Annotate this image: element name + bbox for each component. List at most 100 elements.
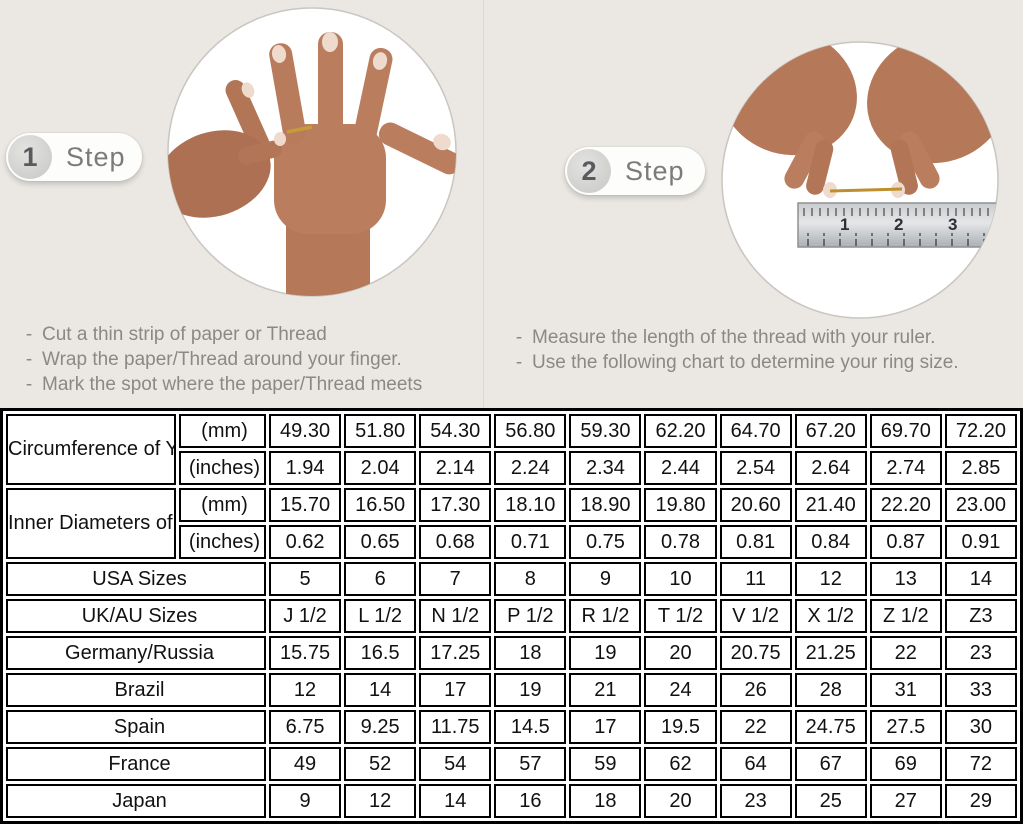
- step2-badge: 2 Step: [565, 147, 705, 195]
- value-cell: 20.75: [719, 636, 792, 670]
- value-cell: 69: [869, 747, 942, 781]
- value-cell: 67: [794, 747, 867, 781]
- value-cell: 2.04: [344, 451, 417, 485]
- value-cell: 2.64: [794, 451, 867, 485]
- table-row: (inches) 0.62 0.65 0.68 0.71 0.75 0.78 0.81 0.84…: [6, 525, 1017, 559]
- hand-with-thread-illustration: [167, 7, 457, 297]
- value-cell: 51.80: [344, 414, 417, 448]
- value-cell: 20: [644, 636, 717, 670]
- value-cell: 24: [644, 673, 717, 707]
- value-cell: 12: [344, 784, 417, 818]
- instructions-section: 1 2 3 1 Step 2 Step - Cut a thin strip of…: [0, 0, 1023, 408]
- table-row: Germany/Russia 15.75 16.5 17.25 18 19 20 20.75 2…: [6, 636, 1017, 670]
- step2-label: Step: [625, 155, 685, 186]
- value-cell: 6.75: [269, 710, 342, 744]
- value-cell: 21.40: [794, 488, 867, 522]
- value-cell: 29: [944, 784, 1017, 818]
- row-label-germany-russia: Germany/Russia: [6, 636, 266, 670]
- instruction-line: - Cut a thin strip of paper or Thread: [16, 322, 481, 347]
- value-cell: 33: [944, 673, 1017, 707]
- instruction-text: Mark the spot where the paper/Thread mee…: [42, 374, 423, 395]
- row-label-usa-sizes: USA Sizes: [6, 562, 266, 596]
- value-cell: 67.20: [794, 414, 867, 448]
- step1-number-circle: 1: [8, 135, 52, 179]
- value-cell: 31: [869, 673, 942, 707]
- value-cell: 2.44: [644, 451, 717, 485]
- value-cell: 0.87: [869, 525, 942, 559]
- value-cell: 23: [719, 784, 792, 818]
- value-cell: 52: [344, 747, 417, 781]
- row-label-uk-au-sizes: UK/AU Sizes: [6, 599, 266, 633]
- value-cell: Z3: [944, 599, 1017, 633]
- value-cell: 23: [944, 636, 1017, 670]
- value-cell: 24.75: [794, 710, 867, 744]
- table-row: (inches) 1.94 2.04 2.14 2.24 2.34 2.44 2.54 2.64…: [6, 451, 1017, 485]
- step2-photo-measuring-ruler: 1 2 3: [720, 40, 1000, 320]
- value-cell: 19: [569, 636, 642, 670]
- row-label-brazil: Brazil: [6, 673, 266, 707]
- value-cell: 14: [419, 784, 492, 818]
- value-cell: 18: [494, 636, 567, 670]
- value-cell: 2.54: [719, 451, 792, 485]
- value-cell: 19.5: [644, 710, 717, 744]
- value-cell: 14: [344, 673, 417, 707]
- value-cell: 14: [944, 562, 1017, 596]
- bullet-dash: -: [515, 352, 523, 373]
- value-cell: 22.20: [869, 488, 942, 522]
- value-cell: 49.30: [269, 414, 342, 448]
- value-cell: 21: [569, 673, 642, 707]
- row-group-label-circumference-of-your-finger: Circumference of Your Finger: [6, 414, 176, 485]
- value-cell: 23.00: [944, 488, 1017, 522]
- value-cell: 6: [344, 562, 417, 596]
- section-divider: [483, 0, 484, 408]
- value-cell: Z 1/2: [869, 599, 942, 633]
- instruction-text: Cut a thin strip of paper or Thread: [42, 324, 327, 345]
- row-label-japan: Japan: [6, 784, 266, 818]
- bullet-dash: -: [515, 327, 523, 348]
- unit-label: (mm): [179, 414, 266, 448]
- value-cell: 59.30: [569, 414, 642, 448]
- value-cell: 54.30: [419, 414, 492, 448]
- unit-label: (inches): [179, 525, 266, 559]
- bullet-dash: -: [25, 324, 33, 345]
- value-cell: 19: [494, 673, 567, 707]
- value-cell: 1.94: [269, 451, 342, 485]
- step2-number-circle: 2: [567, 149, 611, 193]
- value-cell: 62.20: [644, 414, 717, 448]
- value-cell: 13: [869, 562, 942, 596]
- value-cell: 7: [419, 562, 492, 596]
- value-cell: 27.5: [869, 710, 942, 744]
- value-cell: 18: [569, 784, 642, 818]
- value-cell: 0.71: [494, 525, 567, 559]
- ruler-number: 1: [840, 215, 849, 234]
- row-label-spain: Spain: [6, 710, 266, 744]
- gold-thread: [829, 187, 903, 193]
- value-cell: N 1/2: [419, 599, 492, 633]
- value-cell: L 1/2: [344, 599, 417, 633]
- value-cell: 72: [944, 747, 1017, 781]
- value-cell: 28: [794, 673, 867, 707]
- value-cell: 54: [419, 747, 492, 781]
- value-cell: 0.78: [644, 525, 717, 559]
- ruler: 1 2 3: [797, 202, 998, 248]
- step1-label: Step: [66, 141, 126, 172]
- pinching-hand: [168, 130, 286, 218]
- value-cell: 14.5: [494, 710, 567, 744]
- instruction-text: Measure the length of the thread with yo…: [532, 327, 936, 348]
- value-cell: 16.50: [344, 488, 417, 522]
- value-cell: 30: [944, 710, 1017, 744]
- ruler-measure-illustration: 1 2 3: [721, 41, 999, 319]
- value-cell: 72.20: [944, 414, 1017, 448]
- value-cell: J 1/2: [269, 599, 342, 633]
- ruler-number: 3: [948, 215, 957, 234]
- instruction-line: - Wrap the paper/Thread around your finge…: [16, 347, 481, 372]
- value-cell: 17: [569, 710, 642, 744]
- value-cell: 0.65: [344, 525, 417, 559]
- value-cell: 2.24: [494, 451, 567, 485]
- value-cell: 17.30: [419, 488, 492, 522]
- value-cell: 11.75: [419, 710, 492, 744]
- ring-size-table: Circumference of Your Finger(mm)49.3051.…: [0, 408, 1023, 824]
- step1-badge: 1 Step: [6, 133, 142, 181]
- value-cell: 19.80: [644, 488, 717, 522]
